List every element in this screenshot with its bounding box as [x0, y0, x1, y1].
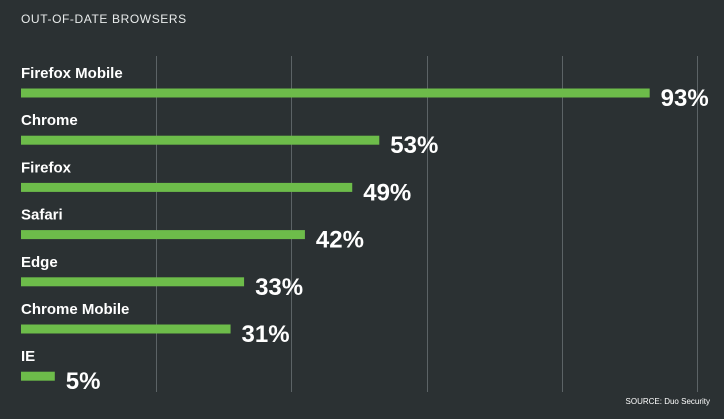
category-label: Chrome Mobile	[21, 301, 129, 318]
category-label: Chrome	[21, 112, 78, 129]
bar	[21, 135, 380, 145]
value-label: 49%	[363, 179, 411, 206]
bar	[21, 88, 650, 98]
category-label: Edge	[21, 254, 58, 271]
chart-title: OUT-OF-DATE BROWSERS	[21, 12, 187, 26]
value-label: 42%	[316, 227, 364, 254]
value-label: 33%	[255, 274, 303, 301]
value-label: 53%	[390, 132, 438, 159]
bar	[21, 371, 55, 381]
bar	[21, 230, 305, 240]
bar	[21, 324, 231, 334]
bar	[21, 182, 353, 192]
gridlines	[156, 56, 698, 392]
bar	[21, 277, 245, 287]
bar-rows: Firefox Mobile 93% Chrome 53% Firefox 49% Safa…	[21, 65, 709, 395]
source-note: SOURCE: Duo Security	[626, 397, 710, 406]
category-label: IE	[21, 348, 35, 365]
value-label: 93%	[661, 85, 709, 112]
value-label: 31%	[242, 321, 290, 348]
category-label: Firefox	[21, 159, 72, 176]
value-label: 5%	[66, 368, 101, 395]
category-label: Firefox Mobile	[21, 65, 123, 82]
category-label: Safari	[21, 207, 63, 224]
